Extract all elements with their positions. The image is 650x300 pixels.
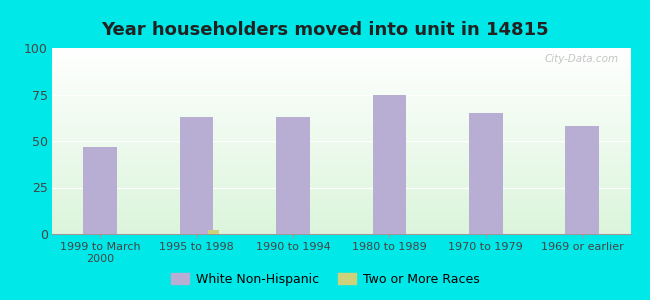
Bar bbox=[469, 113, 502, 234]
Bar bbox=[566, 126, 599, 234]
Bar bbox=[209, 230, 218, 234]
Bar bbox=[180, 117, 213, 234]
Bar bbox=[83, 147, 117, 234]
Legend: White Non-Hispanic, Two or More Races: White Non-Hispanic, Two or More Races bbox=[166, 268, 484, 291]
Text: City-Data.com: City-Data.com bbox=[545, 54, 619, 64]
Text: Year householders moved into unit in 14815: Year householders moved into unit in 148… bbox=[101, 21, 549, 39]
Bar bbox=[372, 94, 406, 234]
Bar bbox=[276, 117, 310, 234]
